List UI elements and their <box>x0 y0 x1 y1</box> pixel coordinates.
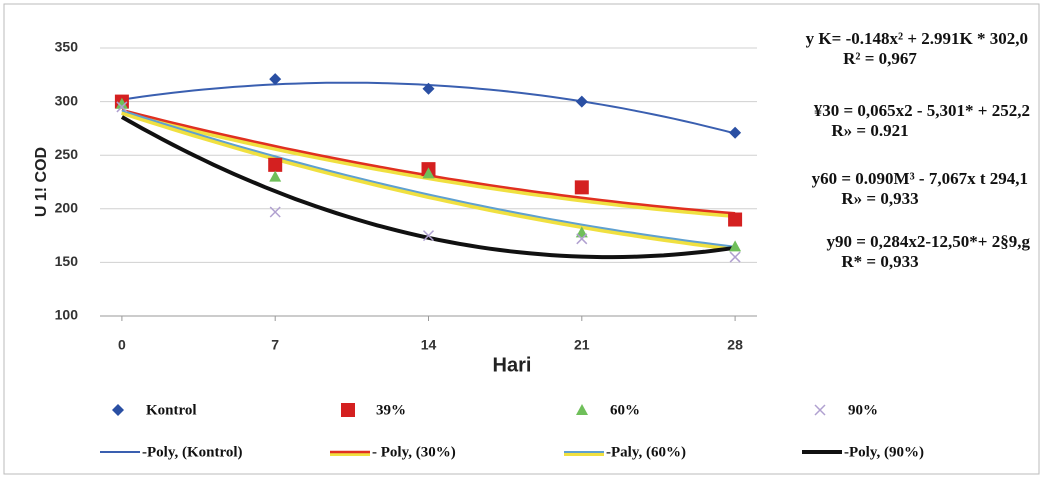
data-point <box>269 170 282 182</box>
legend-label: Kontrol <box>146 402 197 418</box>
x-tick-label: 7 <box>271 337 279 353</box>
y-tick-label: 250 <box>55 146 79 162</box>
data-point <box>268 157 283 172</box>
x-axis-label: Hari <box>493 354 532 376</box>
trend-equation: R» = 0.921 <box>831 121 908 140</box>
legend-marker <box>341 403 355 417</box>
y-tick-label: 100 <box>55 307 79 323</box>
x-tick-label: 14 <box>421 337 437 353</box>
data-point <box>269 73 282 86</box>
legend-marker <box>576 404 588 415</box>
data-point <box>576 233 588 245</box>
legend-marker <box>112 404 124 416</box>
data-point <box>116 101 128 113</box>
data-point <box>729 240 742 252</box>
data-point <box>728 212 743 227</box>
legend-label: 60% <box>610 402 640 418</box>
trend-equation: y60 = 0.090M³ - 7,067x t 294,1 <box>812 169 1028 188</box>
x-tick-label: 28 <box>727 337 743 353</box>
legend-marker <box>814 404 826 416</box>
trend-equation: ¥30 = 0,065x2 - 5,301* + 252,2 <box>814 101 1030 120</box>
data-point <box>575 226 588 238</box>
legend-label: 90% <box>848 402 878 418</box>
trend-halo <box>121 110 736 252</box>
y-tick-label: 200 <box>55 200 79 216</box>
x-tick-label: 0 <box>118 337 126 353</box>
legend-label: -Paly, (60%) <box>606 444 686 460</box>
trend-equation: R» = 0,933 <box>841 189 918 208</box>
legend-label: 39% <box>376 402 406 418</box>
trend-equation: R² = 0,967 <box>843 49 917 68</box>
data-point <box>729 126 742 139</box>
data-point <box>422 167 435 179</box>
data-point <box>575 95 588 108</box>
x-tick-label: 21 <box>574 337 590 353</box>
frame <box>3 3 1040 475</box>
trendline <box>121 109 736 248</box>
legend-label: -Poly, (90%) <box>844 444 924 460</box>
trend-equation: y90 = 0,284x2-12,50*+ 2§9,g <box>826 232 1030 251</box>
y-axis-label: U 1! COD <box>33 147 50 217</box>
trend-equation: R* = 0,933 <box>841 252 918 271</box>
trend-equation: y K= -0.148x² + 2.991K * 302,0 <box>806 29 1028 48</box>
legend-label: - Poly, (30%) <box>372 444 456 460</box>
data-point <box>729 251 741 263</box>
legend-label: -Poly, (Kontrol) <box>142 444 243 460</box>
data-point <box>115 97 128 109</box>
trendline <box>120 115 736 260</box>
data-point <box>422 82 435 95</box>
data-point <box>422 230 435 242</box>
data-point <box>574 180 589 195</box>
y-tick-label: 150 <box>55 253 79 269</box>
y-tick-label: 350 <box>55 39 79 55</box>
y-tick-label: 300 <box>55 92 79 108</box>
data-point <box>269 206 281 218</box>
